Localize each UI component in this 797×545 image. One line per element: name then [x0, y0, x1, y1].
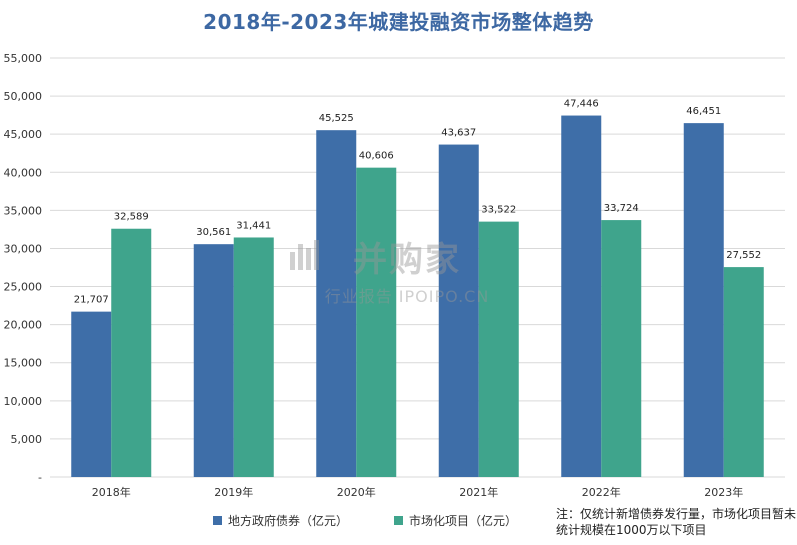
- bar-local-gov-bonds: [316, 130, 357, 478]
- chart-title: 2018年-2023年城建投融资市场整体趋势: [203, 10, 594, 34]
- bar-local-gov-bonds: [683, 123, 724, 477]
- y-tick-label: 10,000: [4, 395, 43, 408]
- x-tick-label: 2018年: [92, 485, 131, 499]
- data-label-local-gov-bonds: 47,446: [564, 99, 599, 110]
- x-tick-label: 2021年: [459, 485, 498, 499]
- data-label-market-projects: 33,724: [604, 203, 639, 214]
- y-tick-label: 40,000: [4, 166, 43, 179]
- data-label-market-projects: 33,522: [481, 205, 516, 216]
- bar-local-gov-bonds: [193, 244, 234, 477]
- bar-market-projects: [111, 228, 152, 477]
- bar-market-projects: [233, 237, 274, 477]
- x-axis-tick-labels: 2018年 2019年 2020年 2021年 2022年 2023年: [92, 485, 744, 499]
- y-tick-label: 5,000: [11, 433, 43, 446]
- legend: 地方政府债券（亿元） 市场化项目（亿元）: [213, 512, 563, 529]
- data-label-local-gov-bonds: 21,707: [74, 295, 109, 306]
- y-tick-label: 20,000: [4, 319, 43, 332]
- y-tick-label: -: [38, 471, 42, 484]
- data-label-market-projects: 31,441: [236, 220, 271, 231]
- y-tick-label: 45,000: [4, 128, 43, 141]
- y-tick-label: 25,000: [4, 281, 43, 294]
- data-label-market-projects: 27,552: [726, 250, 761, 261]
- x-tick-label: 2019年: [214, 485, 253, 499]
- y-axis-tick-labels: - 5,000 10,000 15,000 20,000 25,000 30,000 35,0…: [4, 52, 43, 484]
- legend-item-local-gov-bonds: 地方政府债券（亿元）: [213, 512, 348, 529]
- data-label-local-gov-bonds: 30,561: [196, 227, 231, 238]
- y-tick-label: 30,000: [4, 242, 43, 255]
- y-tick-label: 55,000: [4, 52, 43, 65]
- data-label-local-gov-bonds: 43,637: [441, 128, 476, 139]
- legend-label-local-gov-bonds: 地方政府债券（亿元）: [228, 514, 349, 528]
- bar-market-projects: [478, 221, 519, 477]
- bar-market-projects: [356, 167, 397, 477]
- x-tick-label: 2020年: [337, 485, 376, 499]
- bar-market-projects: [723, 267, 764, 477]
- legend-item-market-projects: 市场化项目（亿元）: [394, 512, 517, 529]
- bars: [71, 115, 764, 478]
- bar-local-gov-bonds: [71, 311, 112, 477]
- y-tick-label: 15,000: [4, 357, 43, 370]
- data-label-local-gov-bonds: 45,525: [319, 113, 354, 124]
- legend-swatch-local-gov-bonds: [213, 516, 222, 525]
- bar-local-gov-bonds: [561, 115, 602, 478]
- footnote: 注：仅统计新增债券发行量，市场化项目暂未统计规模在1000万以下项目: [556, 507, 797, 537]
- x-tick-label: 2022年: [582, 485, 621, 499]
- bar-local-gov-bonds: [438, 144, 479, 477]
- data-label-market-projects: 32,589: [114, 212, 149, 223]
- data-label-local-gov-bonds: 46,451: [686, 106, 721, 117]
- gridlines: [50, 57, 785, 478]
- y-tick-label: 35,000: [4, 204, 43, 217]
- legend-swatch-market-projects: [394, 516, 404, 525]
- legend-label-market-projects: 市场化项目（亿元）: [409, 514, 518, 528]
- y-tick-label: 50,000: [4, 90, 43, 103]
- x-tick-label: 2023年: [704, 485, 743, 499]
- bar-market-projects: [601, 220, 642, 477]
- data-label-market-projects: 40,606: [359, 151, 394, 162]
- data-labels: 21,707 32,589 30,561 31,441 45,525 40,606 43,6…: [74, 99, 762, 306]
